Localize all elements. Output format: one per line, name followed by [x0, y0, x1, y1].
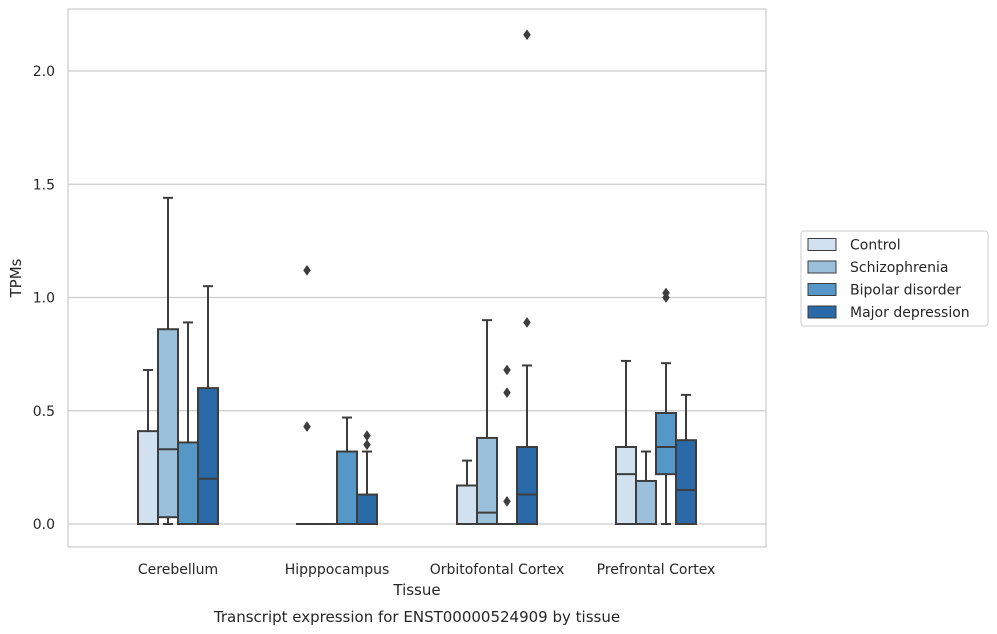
box: [476, 436, 498, 525]
legend-swatch: [807, 305, 837, 319]
outlier-point: [503, 495, 511, 507]
legend-label: Schizophrenia: [850, 260, 948, 276]
legend: Control Schizophrenia Bipolar disorder Majo…: [800, 230, 989, 327]
series-bipolar-disorder: [177, 287, 677, 526]
box: [197, 387, 219, 525]
chart-caption: Transcript expression for ENST0000052490…: [213, 608, 620, 626]
legend-label: Control: [850, 238, 901, 254]
y-tick-label: 0.0: [33, 517, 55, 533]
legend-swatch: [807, 238, 837, 251]
box-series: [137, 29, 697, 526]
y-tick-labels: 0.0 0.5 1.0 1.5 2.0: [33, 64, 55, 533]
legend-item: Control: [807, 238, 901, 254]
y-tick-label: 1.0: [33, 291, 55, 307]
outlier-point: [303, 421, 311, 433]
legend-label: Bipolar disorder: [850, 283, 961, 299]
y-tick-label: 0.5: [33, 404, 55, 420]
outlier-point: [523, 316, 531, 328]
box: [655, 412, 677, 476]
box: [675, 439, 697, 526]
outlier-point: [503, 387, 511, 399]
x-tick-label: Orbitofontal Cortex: [430, 562, 565, 578]
box: [336, 450, 358, 525]
box: [137, 430, 159, 526]
legend-item: Schizophrenia: [807, 260, 948, 276]
box: [635, 479, 657, 525]
legend-label: Major depression: [850, 305, 970, 321]
series-schizophrenia: [157, 196, 657, 526]
box: [615, 445, 637, 525]
x-tick-labels: Cerebellum Hipppocampus Orbitofontal Corte…: [138, 562, 715, 578]
y-tick-label: 1.5: [33, 177, 55, 193]
x-tick-label: Prefrontal Cortex: [597, 562, 716, 578]
x-tick-label: Hipppocampus: [285, 562, 390, 578]
box: [516, 445, 538, 525]
series-major-depression: [197, 29, 697, 526]
legend-item: Bipolar disorder: [807, 283, 961, 299]
legend-frame: [800, 230, 989, 327]
y-tick-label: 2.0: [33, 64, 55, 80]
box: [456, 484, 478, 525]
x-tick-label: Cerebellum: [138, 562, 218, 578]
outlier-point: [662, 292, 670, 303]
legend-swatch: [807, 260, 837, 274]
legend-item: Major depression: [807, 305, 970, 321]
box: [157, 328, 179, 519]
y-axis-label: TPMs: [7, 258, 25, 298]
outlier-point: [523, 29, 531, 41]
box: [356, 493, 378, 525]
x-axis-label: Tissue: [392, 581, 440, 599]
outlier-point: [303, 264, 311, 276]
outlier-point: [363, 439, 371, 451]
box: [177, 441, 199, 525]
legend-swatch: [807, 283, 837, 296]
outlier-point: [503, 364, 511, 376]
